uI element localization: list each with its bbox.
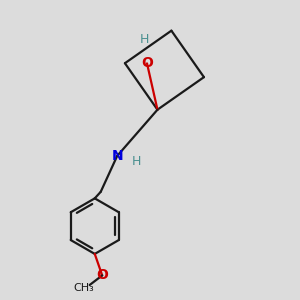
Text: H: H [132, 155, 141, 168]
Text: CH₃: CH₃ [73, 283, 94, 293]
Text: H: H [139, 33, 149, 46]
Text: N: N [111, 149, 123, 163]
Text: O: O [141, 56, 153, 70]
Text: O: O [96, 268, 108, 282]
